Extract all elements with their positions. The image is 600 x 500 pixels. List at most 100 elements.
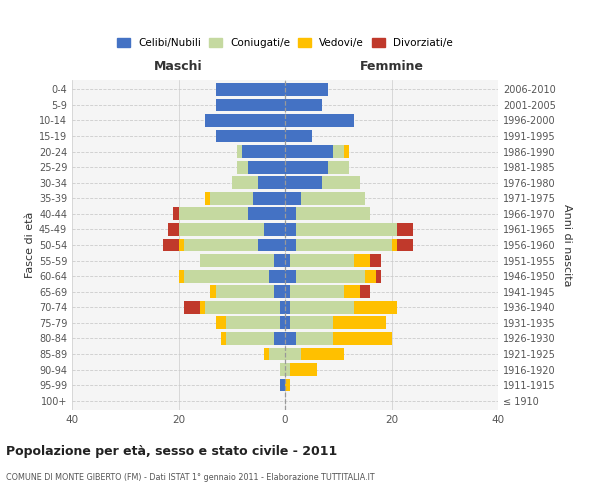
- Bar: [259, 238, 285, 252]
- Bar: [285, 83, 328, 96]
- Bar: [285, 363, 290, 376]
- Text: Popolazione per età, sesso e stato civile - 2011: Popolazione per età, sesso e stato civil…: [6, 445, 337, 458]
- Bar: [285, 332, 296, 345]
- Bar: [285, 145, 333, 158]
- Bar: [290, 254, 354, 267]
- Bar: [280, 301, 285, 314]
- Bar: [274, 254, 285, 267]
- Bar: [285, 176, 322, 189]
- Bar: [285, 130, 311, 142]
- Bar: [285, 192, 301, 204]
- Bar: [259, 176, 285, 189]
- Bar: [301, 348, 344, 360]
- Bar: [296, 238, 392, 252]
- Bar: [354, 254, 370, 267]
- Bar: [285, 286, 290, 298]
- Text: Maschi: Maschi: [154, 60, 203, 74]
- Bar: [269, 348, 285, 360]
- Bar: [226, 332, 274, 345]
- Legend: Celibi/Nubili, Coniugati/e, Vedovi/e, Divorziati/e: Celibi/Nubili, Coniugati/e, Vedovi/e, Di…: [113, 34, 457, 52]
- Bar: [285, 161, 328, 173]
- Bar: [290, 286, 344, 298]
- Bar: [205, 114, 285, 127]
- Bar: [216, 130, 285, 142]
- Bar: [184, 238, 259, 252]
- Bar: [216, 316, 226, 329]
- Bar: [173, 208, 179, 220]
- Bar: [285, 301, 290, 314]
- Bar: [344, 286, 359, 298]
- Bar: [296, 223, 397, 236]
- Bar: [179, 223, 264, 236]
- Bar: [200, 254, 274, 267]
- Bar: [232, 176, 259, 189]
- Bar: [285, 238, 296, 252]
- Bar: [392, 238, 397, 252]
- Bar: [328, 161, 349, 173]
- Bar: [344, 145, 349, 158]
- Bar: [248, 161, 285, 173]
- Bar: [296, 270, 365, 282]
- Bar: [253, 192, 285, 204]
- Bar: [290, 301, 354, 314]
- Bar: [168, 223, 179, 236]
- Bar: [200, 301, 205, 314]
- Bar: [205, 301, 280, 314]
- Bar: [370, 254, 381, 267]
- Bar: [205, 192, 211, 204]
- Bar: [333, 316, 386, 329]
- Bar: [242, 145, 285, 158]
- Bar: [285, 348, 301, 360]
- Bar: [322, 176, 359, 189]
- Bar: [333, 332, 392, 345]
- Bar: [264, 223, 285, 236]
- Bar: [365, 270, 376, 282]
- Bar: [333, 145, 344, 158]
- Bar: [285, 98, 322, 112]
- Bar: [359, 286, 370, 298]
- Bar: [248, 208, 285, 220]
- Bar: [296, 332, 333, 345]
- Text: Femmine: Femmine: [359, 60, 424, 74]
- Bar: [226, 316, 280, 329]
- Bar: [290, 316, 333, 329]
- Bar: [397, 223, 413, 236]
- Y-axis label: Fasce di età: Fasce di età: [25, 212, 35, 278]
- Bar: [211, 286, 216, 298]
- Bar: [301, 192, 365, 204]
- Bar: [285, 270, 296, 282]
- Bar: [280, 378, 285, 392]
- Bar: [274, 286, 285, 298]
- Bar: [237, 145, 242, 158]
- Bar: [184, 270, 269, 282]
- Bar: [221, 332, 226, 345]
- Bar: [184, 301, 200, 314]
- Bar: [179, 238, 184, 252]
- Bar: [285, 378, 290, 392]
- Y-axis label: Anni di nascita: Anni di nascita: [562, 204, 572, 286]
- Bar: [179, 208, 248, 220]
- Bar: [296, 208, 370, 220]
- Bar: [211, 192, 253, 204]
- Bar: [285, 223, 296, 236]
- Bar: [274, 332, 285, 345]
- Bar: [237, 161, 248, 173]
- Bar: [354, 301, 397, 314]
- Bar: [397, 238, 413, 252]
- Bar: [285, 254, 290, 267]
- Bar: [216, 98, 285, 112]
- Bar: [163, 238, 179, 252]
- Bar: [290, 363, 317, 376]
- Bar: [285, 208, 296, 220]
- Bar: [285, 316, 290, 329]
- Bar: [216, 286, 274, 298]
- Bar: [376, 270, 381, 282]
- Text: COMUNE DI MONTE GIBERTO (FM) - Dati ISTAT 1° gennaio 2011 - Elaborazione TUTTITA: COMUNE DI MONTE GIBERTO (FM) - Dati ISTA…: [6, 472, 374, 482]
- Bar: [285, 114, 354, 127]
- Bar: [216, 83, 285, 96]
- Bar: [269, 270, 285, 282]
- Bar: [264, 348, 269, 360]
- Bar: [280, 363, 285, 376]
- Bar: [280, 316, 285, 329]
- Bar: [179, 270, 184, 282]
